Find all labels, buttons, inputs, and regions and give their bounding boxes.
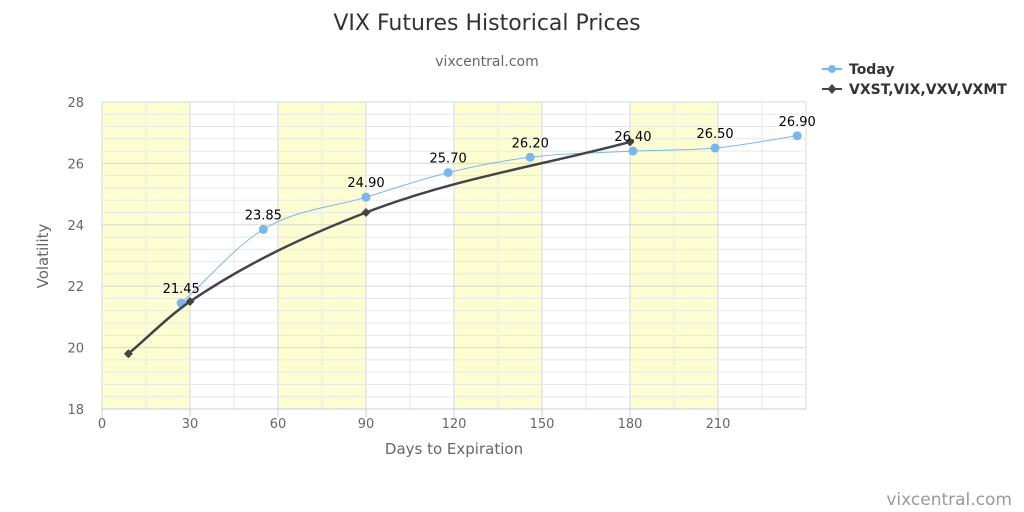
- y-tick-label: 22: [67, 280, 84, 295]
- chart-subtitle: vixcentral.com: [435, 54, 538, 70]
- y-tick-label: 20: [67, 342, 84, 357]
- x-tick-label: 150: [530, 417, 555, 432]
- axes: 0 30 60 90 120 150 180 210 18 20 22 24 26 28: [67, 96, 806, 432]
- legend-item-vxst-vix-vxv-vxmt[interactable]: VXST,VIX,VXV,VXMT: [822, 82, 1007, 98]
- x-tick-label: 180: [618, 417, 643, 432]
- data-point-circle: [361, 192, 371, 202]
- data-point-circle: [258, 224, 268, 234]
- x-tick-label: 120: [442, 417, 467, 432]
- data-label: 26.50: [696, 127, 733, 142]
- data-point-circle: [525, 152, 535, 162]
- series-line-1: [127, 140, 631, 355]
- data-label: 24.90: [347, 176, 384, 191]
- data-point-diamond: [625, 137, 635, 147]
- data-label: 23.85: [245, 208, 282, 223]
- data-label: 21.45: [163, 282, 200, 297]
- legend: Today VXST,VIX,VXV,VXMT: [822, 62, 1007, 98]
- data-labels: 21.45 23.85 24.90 25.70 26.20 26.40 26.50 26.90: [163, 115, 816, 297]
- data-point-circle: [628, 146, 638, 156]
- series-line-0: [180, 135, 798, 304]
- legend-item-today[interactable]: Today: [822, 62, 894, 78]
- data-label: 26.40: [614, 130, 651, 145]
- y-axis-label: Volatility: [34, 223, 52, 288]
- x-tick-label: 30: [182, 417, 199, 432]
- x-tick-label: 90: [358, 417, 375, 432]
- x-axis-label: Days to Expiration: [385, 440, 523, 458]
- x-tick-label: 60: [270, 417, 287, 432]
- x-tick-label: 0: [98, 417, 106, 432]
- data-label: 26.20: [512, 136, 549, 151]
- y-tick-label: 18: [67, 403, 84, 418]
- x-tick-label: 210: [706, 417, 731, 432]
- diamond-marker-icon: [827, 84, 837, 94]
- y-tick-label: 28: [67, 96, 84, 111]
- data-point-circle: [443, 168, 453, 178]
- data-point-diamond: [361, 208, 371, 218]
- legend-label-today: Today: [849, 62, 894, 78]
- data-point-diamond: [123, 349, 133, 359]
- legend-label-vxst-vix-vxv-vxmt: VXST,VIX,VXV,VXMT: [849, 82, 1007, 98]
- y-tick-label: 24: [67, 219, 84, 234]
- data-point-circle: [710, 143, 720, 153]
- data-point-circle: [792, 131, 802, 141]
- series-layer: [123, 131, 802, 359]
- grid-lines: [101, 101, 807, 410]
- data-label: 25.70: [430, 152, 467, 167]
- data-label: 26.90: [779, 115, 816, 130]
- chart-title: VIX Futures Historical Prices: [333, 11, 640, 36]
- data-point-diamond: [185, 297, 195, 307]
- y-tick-label: 26: [67, 157, 84, 172]
- credit-text: vixcentral.com: [886, 490, 1012, 510]
- circle-marker-icon: [828, 65, 836, 73]
